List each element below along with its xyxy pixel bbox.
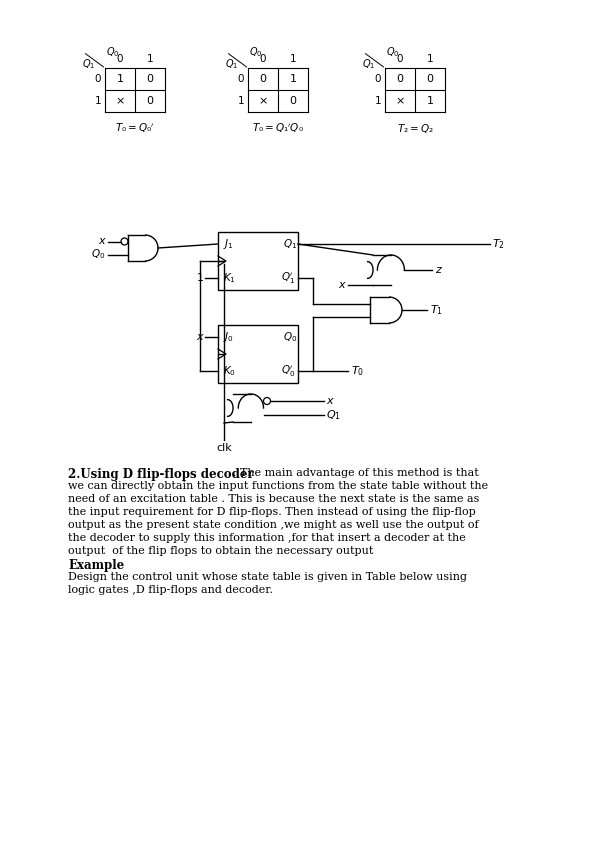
Text: 1: 1 xyxy=(374,96,381,106)
Text: 1: 1 xyxy=(427,96,434,106)
Text: ×: × xyxy=(258,96,268,106)
Text: ×: × xyxy=(395,96,405,106)
Bar xyxy=(218,325,298,383)
Text: 1: 1 xyxy=(290,54,296,64)
Text: 1: 1 xyxy=(95,96,101,106)
Text: 0: 0 xyxy=(290,96,296,106)
Text: 0: 0 xyxy=(427,74,434,84)
Text: x: x xyxy=(339,280,345,290)
Text: 0: 0 xyxy=(396,74,403,84)
Text: $Q_1'$: $Q_1'$ xyxy=(281,270,295,285)
Text: output  of the flip flops to obtain the necessary output: output of the flip flops to obtain the n… xyxy=(68,546,374,556)
Text: 0: 0 xyxy=(259,74,267,84)
Text: $T₀ = Q₁'Q₀$: $T₀ = Q₁'Q₀$ xyxy=(252,122,304,136)
Text: . The main advantage of this method is that: . The main advantage of this method is t… xyxy=(233,468,479,478)
Text: Example: Example xyxy=(68,559,124,572)
Text: Design the control unit whose state table is given in Table below using: Design the control unit whose state tabl… xyxy=(68,572,467,582)
Text: x: x xyxy=(327,396,333,406)
Text: 1: 1 xyxy=(147,54,154,64)
Text: 2.Using D flip-flops decoder: 2.Using D flip-flops decoder xyxy=(68,468,253,481)
Text: the input requirement for D flip-flops. Then instead of using the flip-flop: the input requirement for D flip-flops. … xyxy=(68,507,476,517)
Text: 0: 0 xyxy=(397,54,403,64)
Text: need of an excitation table . This is because the next state is the same as: need of an excitation table . This is be… xyxy=(68,494,480,504)
Text: 0: 0 xyxy=(146,96,154,106)
Text: 0: 0 xyxy=(237,74,244,84)
Text: 1: 1 xyxy=(117,74,124,84)
Text: $T₂ = Q₂$: $T₂ = Q₂$ xyxy=(396,122,434,135)
Text: 1: 1 xyxy=(427,54,433,64)
Text: $K_0$: $K_0$ xyxy=(223,364,236,378)
Text: $Q_1$: $Q_1$ xyxy=(82,57,95,71)
Text: $K_1$: $K_1$ xyxy=(223,271,236,285)
Text: output as the present state condition ,we might as well use the output of: output as the present state condition ,w… xyxy=(68,520,478,530)
Bar xyxy=(218,232,298,290)
Text: $Q_0$: $Q_0$ xyxy=(106,45,119,59)
Text: $Q_1$: $Q_1$ xyxy=(283,237,297,251)
Text: 0: 0 xyxy=(374,74,381,84)
Text: x: x xyxy=(98,237,105,247)
Text: $J_0$: $J_0$ xyxy=(223,330,234,344)
Text: $Q_0$: $Q_0$ xyxy=(90,248,105,261)
Text: 0: 0 xyxy=(117,54,123,64)
Text: x: x xyxy=(197,332,203,342)
Text: ×: × xyxy=(115,96,125,106)
Text: clk: clk xyxy=(216,443,232,453)
Text: 1: 1 xyxy=(196,273,203,283)
Text: $J_1$: $J_1$ xyxy=(223,237,234,251)
Text: 0: 0 xyxy=(146,74,154,84)
Text: $Q_0$: $Q_0$ xyxy=(283,330,297,344)
Text: $Q_1$: $Q_1$ xyxy=(225,57,238,71)
Text: $T_0$: $T_0$ xyxy=(351,364,364,378)
Text: we can directly obtain the input functions from the state table without the: we can directly obtain the input functio… xyxy=(68,481,488,491)
Text: $Q_0$: $Q_0$ xyxy=(249,45,262,59)
Text: the decoder to supply this information ,for that insert a decoder at the: the decoder to supply this information ,… xyxy=(68,533,466,543)
Text: z: z xyxy=(436,265,441,275)
Text: logic gates ,D flip-flops and decoder.: logic gates ,D flip-flops and decoder. xyxy=(68,585,273,595)
Text: $Q_1$: $Q_1$ xyxy=(362,57,375,71)
Text: $T_2$: $T_2$ xyxy=(492,237,505,251)
Text: $Q_0$: $Q_0$ xyxy=(386,45,399,59)
Text: 0: 0 xyxy=(95,74,101,84)
Text: 1: 1 xyxy=(237,96,244,106)
Text: 0: 0 xyxy=(260,54,266,64)
Text: $Q_1$: $Q_1$ xyxy=(327,408,342,422)
Text: $T_1$: $T_1$ xyxy=(430,303,443,317)
Text: 1: 1 xyxy=(290,74,296,84)
Text: $Q_0'$: $Q_0'$ xyxy=(281,363,295,379)
Text: $T₀ = Q₀'$: $T₀ = Q₀'$ xyxy=(115,122,155,136)
